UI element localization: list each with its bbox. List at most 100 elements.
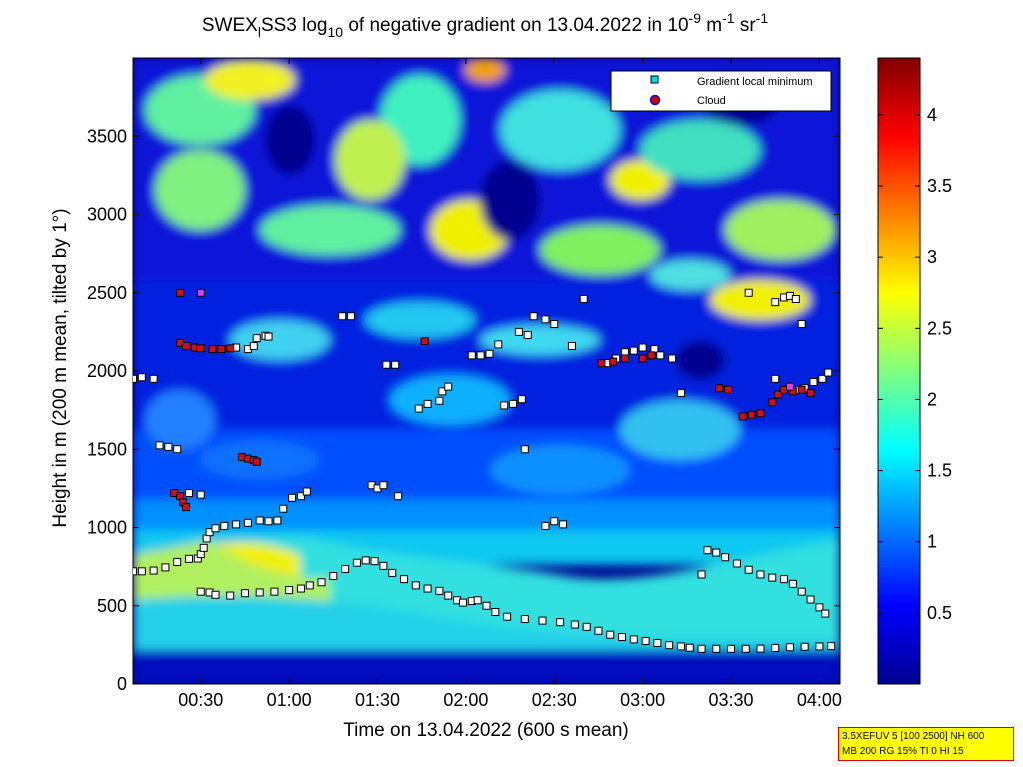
- y-axis-label: Height in m (200 m mean, tilted by 1°): [50, 208, 71, 527]
- minimum-marker: [703, 546, 712, 555]
- minimum-marker: [668, 354, 677, 363]
- x-tick-label: 04:00: [797, 690, 842, 710]
- minimum-marker: [341, 564, 350, 573]
- minimum-marker: [771, 374, 780, 383]
- minimum-marker: [538, 616, 547, 625]
- minimum-marker: [414, 404, 423, 413]
- minimum-marker: [685, 643, 694, 652]
- cloud-marker: [226, 344, 235, 353]
- minimum-marker: [346, 312, 355, 321]
- minimum-marker: [482, 601, 491, 610]
- colorbar-ticks: 0.5 1 1.5 2 2.5 3 3.5 4: [878, 105, 952, 623]
- colorbar: 0.5 1 1.5 2 2.5 3 3.5 4: [877, 57, 952, 685]
- colorbar-tick-label: 1: [927, 532, 937, 552]
- y-tick-label: 500: [97, 596, 127, 616]
- minimum-marker: [744, 565, 753, 574]
- minimum-marker: [173, 557, 182, 566]
- y-tick-label: 0: [117, 674, 127, 694]
- cloud-marker: [738, 412, 747, 421]
- minimum-marker: [137, 567, 146, 576]
- minimum-marker: [744, 288, 753, 297]
- cloud-marker: [747, 410, 756, 419]
- cloud-marker: [715, 384, 724, 393]
- minimum-marker: [329, 572, 338, 581]
- minimum-marker: [149, 566, 158, 575]
- minimum-marker: [288, 493, 297, 502]
- minimum-marker: [550, 517, 559, 526]
- minimum-marker: [756, 570, 765, 579]
- minimum-marker: [164, 442, 173, 451]
- minimum-marker: [656, 351, 665, 360]
- y-tick-label: 1500: [87, 439, 127, 459]
- minimum-marker: [629, 635, 638, 644]
- minimum-marker: [199, 543, 208, 552]
- legend-cloud-icon: [649, 94, 661, 106]
- minimum-marker: [582, 622, 591, 631]
- minimum-marker: [815, 642, 824, 651]
- minimum-marker: [771, 298, 780, 307]
- colorbar-tick-label: 2: [927, 389, 937, 409]
- minimum-marker: [697, 570, 706, 579]
- minimum-marker: [370, 557, 379, 566]
- minimum-marker: [252, 334, 261, 343]
- minimum-marker: [379, 481, 388, 490]
- minimum-marker: [458, 598, 467, 607]
- minimum-marker: [491, 608, 500, 617]
- minimum-marker: [529, 312, 538, 321]
- minimum-marker: [824, 368, 833, 377]
- info-line-1: 3.5XEFUV 5 [100 2500] NH 600: [842, 731, 985, 742]
- minimum-marker: [500, 401, 509, 410]
- cloud-marker: [217, 345, 226, 354]
- parameter-info-box: 3.5XEFUV 5 [100 2500] NH 600 MB 200 RG 1…: [838, 727, 1014, 761]
- minimum-marker: [352, 558, 361, 567]
- cloud-minimum-marker: [196, 288, 205, 297]
- x-axis: 00:30 01:00 01:30 02:00 02:30 03:00 03:30 04:00: [178, 58, 842, 710]
- minimum-marker: [211, 590, 220, 599]
- x-tick-label: 03:00: [620, 690, 665, 710]
- minimum-marker: [791, 295, 800, 304]
- minimum-marker: [494, 340, 503, 349]
- minimum-marker: [520, 445, 529, 454]
- minimum-marker: [815, 603, 824, 612]
- minimum-marker: [514, 327, 523, 336]
- colorbar-tick-label: 4: [927, 105, 937, 125]
- minimum-marker: [273, 516, 282, 525]
- minimum-marker: [149, 374, 158, 383]
- minimum-marker: [137, 373, 146, 382]
- minimum-marker: [541, 521, 550, 530]
- colorbar-tick-label: 2.5: [927, 318, 952, 338]
- cloud-marker: [724, 385, 733, 394]
- minimum-marker: [444, 591, 453, 600]
- minimum-marker: [388, 568, 397, 577]
- minimum-marker: [196, 587, 205, 596]
- minimum-marker: [438, 387, 447, 396]
- minimum-marker: [712, 548, 721, 557]
- minimum-marker: [184, 554, 193, 563]
- minimum-marker: [285, 586, 294, 595]
- cloud-marker: [756, 409, 765, 418]
- x-tick-label: 00:30: [178, 690, 223, 710]
- minimum-marker: [806, 595, 815, 604]
- cloud-marker: [176, 288, 185, 297]
- minimum-marker: [523, 331, 532, 340]
- legend-minimum-icon: [650, 75, 659, 84]
- minimum-marker: [768, 573, 777, 582]
- minimum-marker: [476, 351, 485, 360]
- minimum-marker: [467, 351, 476, 360]
- minimum-marker: [255, 588, 264, 597]
- cloud-marker: [182, 503, 191, 512]
- y-tick-label: 3000: [87, 205, 127, 225]
- minimum-marker: [133, 567, 137, 576]
- minimum-marker: [818, 374, 827, 383]
- minimum-marker: [473, 596, 482, 605]
- minimum-marker: [423, 584, 432, 593]
- minimum-marker: [712, 644, 721, 653]
- minimum-marker: [797, 320, 806, 329]
- minimum-marker: [264, 517, 273, 526]
- minimum-marker: [296, 584, 305, 593]
- colorbar-tick-label: 1.5: [927, 461, 952, 481]
- minimum-marker: [780, 575, 789, 584]
- minimum-marker: [305, 581, 314, 590]
- legend-label-minimum: Gradient local minimum: [697, 76, 813, 88]
- minimum-marker: [133, 374, 137, 383]
